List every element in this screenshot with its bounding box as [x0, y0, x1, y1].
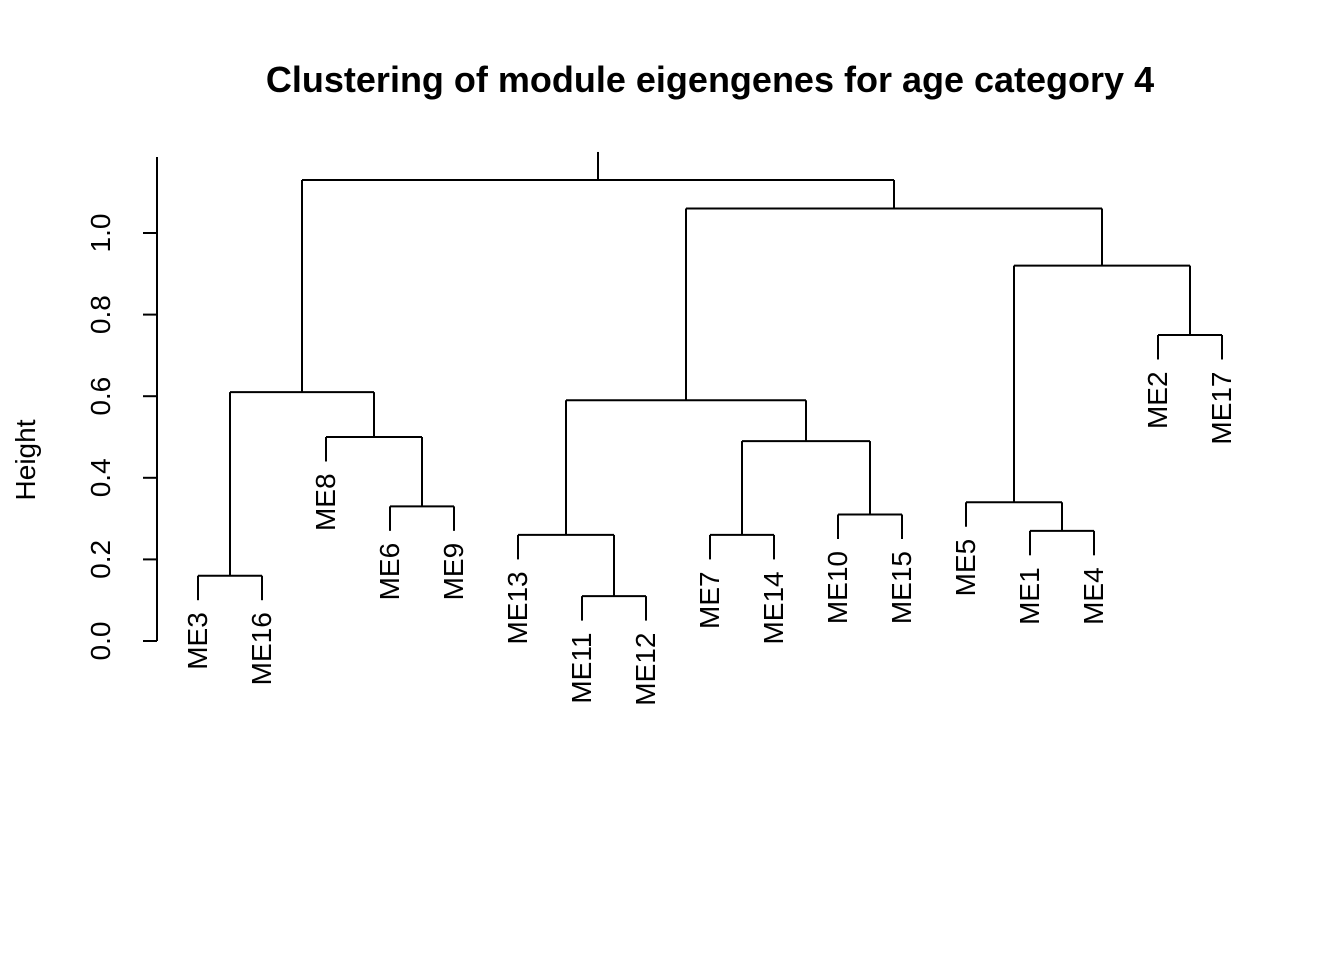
leaf-label: ME17 — [1206, 371, 1237, 444]
dendrogram-links — [197, 151, 1223, 621]
leaf-label: ME5 — [950, 539, 981, 597]
leaf-label: ME12 — [630, 633, 661, 706]
y-axis-label: Height — [10, 419, 41, 500]
leaf-label: ME4 — [1078, 567, 1109, 625]
leaf-label: ME13 — [502, 571, 533, 644]
leaf-label: ME10 — [822, 551, 853, 624]
leaf-label: ME16 — [246, 612, 277, 685]
y-tick-label: 0.2 — [85, 540, 116, 579]
leaf-label: ME15 — [886, 551, 917, 624]
leaf-label: ME6 — [374, 543, 405, 601]
y-tick-label: 0.4 — [85, 458, 116, 497]
leaf-label: ME8 — [310, 473, 341, 531]
leaf-label: ME1 — [1014, 567, 1045, 625]
leaf-label: ME3 — [182, 612, 213, 670]
y-tick-label: 0.0 — [85, 622, 116, 661]
leaf-label: ME11 — [566, 633, 597, 704]
y-tick-label: 0.8 — [85, 295, 116, 334]
y-tick-label: 0.6 — [85, 377, 116, 416]
leaf-labels: ME3 ME16 ME8 ME6 ME9 ME13 ME11 ME12 ME7 ME14 ME10 M… — [182, 371, 1237, 705]
y-tick-label: 1.0 — [85, 214, 116, 253]
leaf-label: ME9 — [438, 543, 469, 601]
chart-title: Clustering of module eigengenes for age … — [266, 59, 1154, 100]
leaf-label: ME14 — [758, 571, 789, 644]
leaf-label: ME2 — [1142, 371, 1173, 429]
y-axis: 0.0 0.2 0.4 0.6 0.8 1.0 — [85, 157, 158, 661]
leaf-label: ME7 — [694, 571, 725, 629]
